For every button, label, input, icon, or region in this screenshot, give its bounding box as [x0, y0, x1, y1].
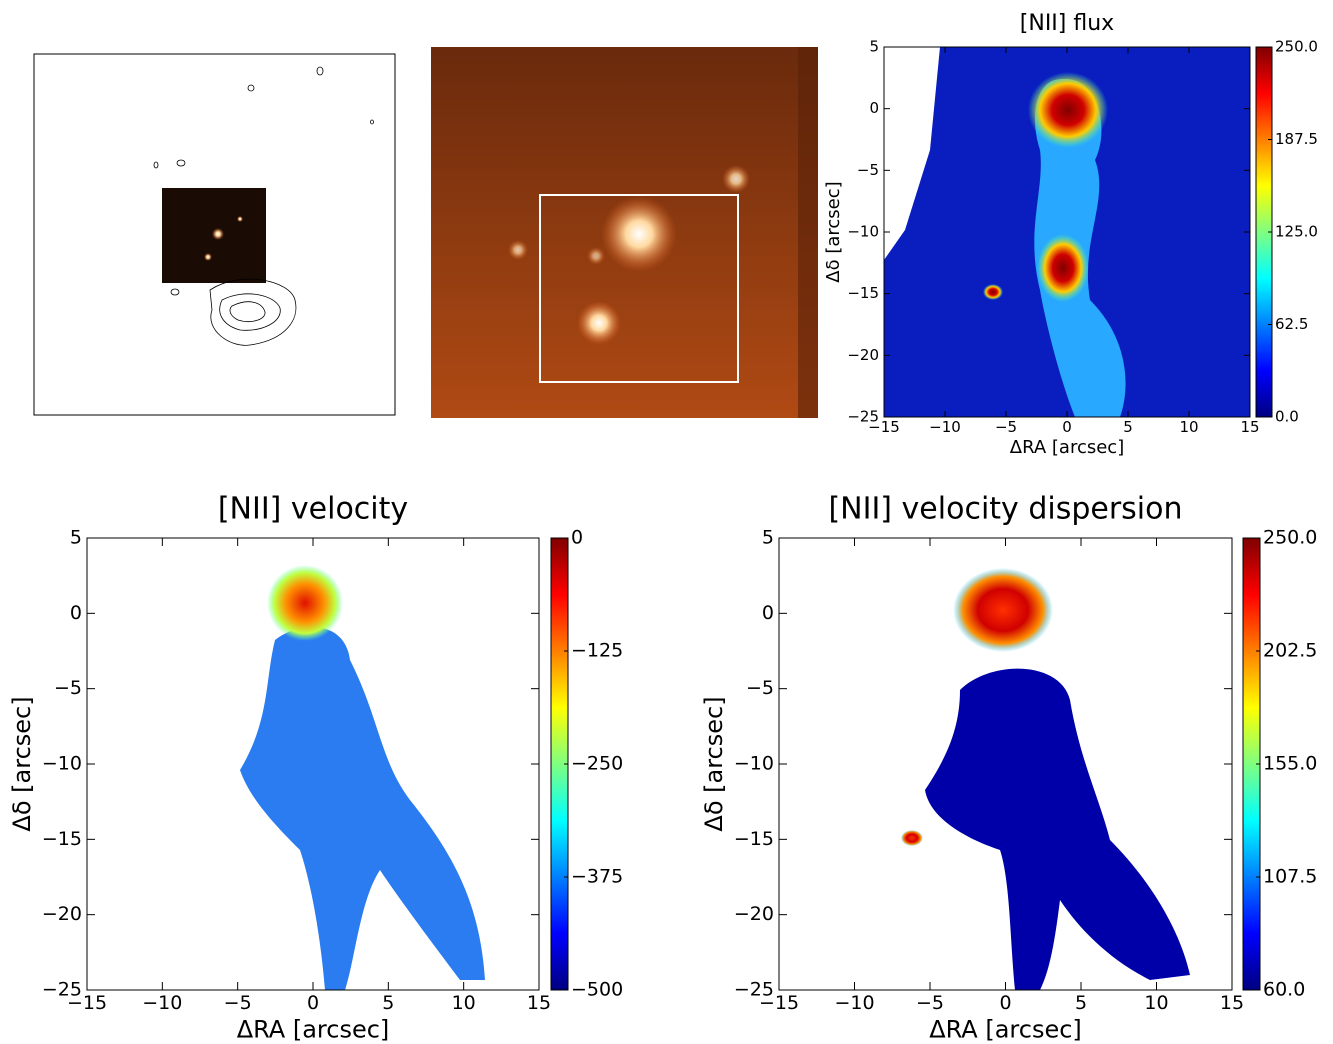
x-tick-label: −5 — [995, 418, 1017, 436]
x-tick-label: −10 — [834, 992, 874, 1014]
x-tick-label: −15 — [759, 992, 799, 1014]
image-panel — [431, 47, 818, 418]
y-axis-label: Δδ [arcsec] — [700, 696, 728, 831]
y-tick-label: 0 — [762, 602, 774, 624]
y-tick-label: −25 — [734, 979, 774, 1001]
y-tick-label: −10 — [42, 753, 82, 775]
y-tick-label: −15 — [847, 284, 879, 302]
x-tick-label: 15 — [1220, 992, 1244, 1014]
x-tick-label: 5 — [1075, 992, 1087, 1014]
x-tick-label: 5 — [382, 992, 394, 1014]
colorbar-tick-label: 250.0 — [1275, 38, 1318, 56]
x-tick-label: 10 — [1144, 992, 1168, 1014]
y-tick-label: −5 — [54, 677, 82, 699]
x-tick-label: −15 — [67, 992, 107, 1014]
chart-title: [NII] flux — [1020, 11, 1114, 36]
colorbar-tick-label: 62.5 — [1275, 315, 1308, 333]
y-tick-label: 5 — [70, 527, 82, 549]
x-tick-label: 0 — [1062, 418, 1072, 436]
colorbar-tick-label: 202.5 — [1263, 640, 1317, 662]
colorbar-tick-label: −125 — [571, 640, 623, 662]
colorbar-tick-label: 107.5 — [1263, 866, 1317, 888]
y-axis-label: Δδ [arcsec] — [823, 181, 844, 282]
colorbar-tick-label: 0.0 — [1275, 408, 1299, 426]
y-tick-label: −20 — [847, 346, 879, 364]
x-axis-label: ΔRA [arcsec] — [1010, 437, 1124, 458]
flux-map — [884, 47, 1250, 418]
y-tick-label: −10 — [734, 753, 774, 775]
y-tick-label: 0 — [70, 602, 82, 624]
colorbar-tick-label: −500 — [571, 979, 623, 1001]
y-tick-label: 0 — [869, 99, 879, 117]
colorbar-tick-label: 0 — [571, 527, 583, 549]
y-tick-label: −5 — [746, 677, 774, 699]
contour-panel — [33, 53, 396, 416]
x-tick-label: −10 — [142, 992, 182, 1014]
y-tick-label: −5 — [857, 161, 879, 179]
x-axis-label: ΔRA [arcsec] — [237, 1016, 390, 1044]
chart-title: [NII] velocity dispersion — [828, 492, 1182, 527]
colorbar-tick-label: 250.0 — [1263, 527, 1317, 549]
colorbar-tick-label: −250 — [571, 753, 623, 775]
y-tick-label: −25 — [847, 408, 879, 426]
y-tick-label: −10 — [847, 223, 879, 241]
colorbar-tick-label: 187.5 — [1275, 130, 1318, 148]
y-tick-label: 5 — [762, 527, 774, 549]
x-tick-label: 5 — [1123, 418, 1133, 436]
x-tick-label: 0 — [307, 992, 319, 1014]
colorbar-tick-label: 60.0 — [1263, 979, 1305, 1001]
y-tick-label: −20 — [734, 903, 774, 925]
colorbar-tick-label: 155.0 — [1263, 753, 1317, 775]
y-tick-label: 5 — [869, 38, 879, 56]
x-tick-label: 10 — [1179, 418, 1198, 436]
y-tick-label: −20 — [42, 903, 82, 925]
colorbar-tick-label: 125.0 — [1275, 223, 1318, 241]
colorbar-tick-label: −375 — [571, 866, 623, 888]
x-axis-label: ΔRA [arcsec] — [929, 1016, 1082, 1044]
velocity-map — [240, 565, 485, 990]
x-tick-label: 15 — [527, 992, 551, 1014]
x-tick-label: 10 — [452, 992, 476, 1014]
y-tick-label: −25 — [42, 979, 82, 1001]
y-tick-label: −15 — [42, 828, 82, 850]
y-tick-label: −15 — [734, 828, 774, 850]
x-tick-label: 0 — [999, 992, 1011, 1014]
x-tick-label: 15 — [1240, 418, 1259, 436]
x-tick-label: −5 — [224, 992, 252, 1014]
dispersion-map — [901, 568, 1190, 990]
x-tick-label: −5 — [916, 992, 944, 1014]
y-axis-label: Δδ [arcsec] — [8, 696, 36, 831]
chart-title: [NII] velocity — [218, 492, 408, 527]
x-tick-label: −15 — [868, 418, 900, 436]
x-tick-label: −10 — [929, 418, 961, 436]
